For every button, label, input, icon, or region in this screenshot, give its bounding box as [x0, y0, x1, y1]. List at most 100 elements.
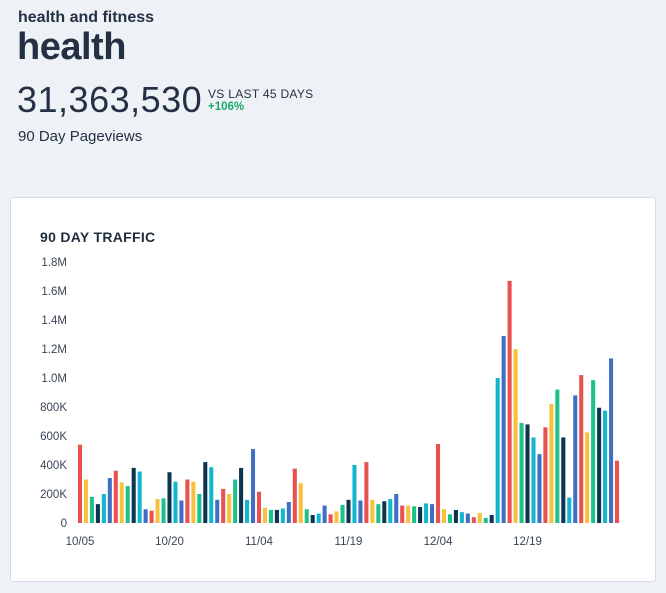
traffic-bar[interactable]: [465, 513, 470, 523]
traffic-bar[interactable]: [334, 511, 339, 523]
traffic-bar[interactable]: [137, 471, 142, 523]
traffic-bar[interactable]: [161, 498, 166, 523]
traffic-bar[interactable]: [304, 509, 309, 523]
y-tick-label: 1.4M: [41, 315, 67, 327]
y-tick-label: 0: [61, 518, 67, 530]
traffic-bar[interactable]: [591, 380, 596, 523]
traffic-bar[interactable]: [388, 499, 393, 523]
traffic-bar[interactable]: [173, 481, 178, 523]
traffic-bar[interactable]: [418, 507, 423, 523]
traffic-bar[interactable]: [83, 479, 88, 524]
traffic-bar[interactable]: [328, 514, 333, 523]
comparison-label: VS LAST 45 DAYS: [208, 87, 314, 101]
traffic-bar[interactable]: [537, 454, 542, 524]
traffic-bar[interactable]: [561, 437, 566, 523]
traffic-bar[interactable]: [507, 280, 512, 523]
traffic-bar[interactable]: [185, 479, 190, 524]
traffic-bar[interactable]: [376, 504, 381, 523]
traffic-bar[interactable]: [179, 500, 184, 523]
traffic-bar[interactable]: [256, 491, 262, 523]
y-tick-label: 1.6M: [41, 286, 67, 298]
traffic-bar[interactable]: [197, 494, 202, 523]
traffic-bar[interactable]: [543, 427, 548, 523]
traffic-bar[interactable]: [453, 509, 458, 523]
traffic-bar[interactable]: [233, 479, 238, 524]
traffic-bar[interactable]: [424, 503, 429, 523]
traffic-bar[interactable]: [251, 449, 256, 523]
traffic-bar[interactable]: [125, 486, 130, 523]
traffic-bar[interactable]: [364, 462, 369, 523]
traffic-bar[interactable]: [203, 462, 208, 523]
traffic-bar[interactable]: [131, 467, 136, 523]
traffic-bar[interactable]: [310, 515, 315, 523]
traffic-bar[interactable]: [400, 505, 405, 523]
traffic-bar[interactable]: [477, 512, 482, 523]
traffic-bar[interactable]: [221, 488, 226, 523]
traffic-bar[interactable]: [447, 514, 452, 523]
traffic-bar[interactable]: [89, 496, 94, 523]
traffic-bar[interactable]: [215, 499, 220, 523]
traffic-bar[interactable]: [435, 443, 441, 523]
traffic-bar[interactable]: [382, 501, 387, 523]
traffic-bar[interactable]: [441, 509, 446, 523]
traffic-bar[interactable]: [113, 470, 118, 523]
traffic-bar[interactable]: [614, 460, 620, 523]
traffic-bar[interactable]: [430, 504, 435, 523]
traffic-bar[interactable]: [101, 494, 106, 523]
traffic-bar[interactable]: [239, 467, 244, 523]
traffic-bar[interactable]: [292, 468, 297, 524]
traffic-bar[interactable]: [394, 494, 399, 523]
traffic-bar[interactable]: [597, 407, 602, 523]
traffic-bar[interactable]: [525, 424, 530, 523]
traffic-bar[interactable]: [209, 467, 214, 523]
traffic-bar[interactable]: [471, 517, 476, 523]
traffic-bar[interactable]: [95, 504, 100, 523]
traffic-bar[interactable]: [191, 481, 196, 523]
traffic-bar[interactable]: [262, 507, 267, 523]
traffic-bar[interactable]: [609, 358, 614, 523]
chart-title: 90 DAY TRAFFIC: [40, 229, 156, 245]
traffic-bar[interactable]: [340, 504, 345, 524]
x-tick-label: 10/20: [155, 536, 184, 548]
traffic-bar[interactable]: [352, 465, 357, 523]
traffic-bar[interactable]: [316, 513, 321, 523]
traffic-bar[interactable]: [298, 483, 303, 524]
traffic-bar[interactable]: [603, 410, 608, 524]
traffic-bar[interactable]: [513, 349, 518, 523]
y-tick-label: 200K: [40, 489, 67, 501]
traffic-bar[interactable]: [549, 404, 554, 523]
traffic-bar[interactable]: [412, 506, 417, 523]
traffic-bar[interactable]: [573, 395, 578, 523]
traffic-bar[interactable]: [555, 389, 560, 523]
traffic-bar[interactable]: [77, 444, 83, 523]
traffic-bar[interactable]: [501, 335, 506, 523]
traffic-bar[interactable]: [370, 499, 375, 523]
traffic-bar[interactable]: [107, 478, 112, 523]
traffic-bar[interactable]: [322, 505, 327, 523]
traffic-bar[interactable]: [274, 509, 279, 523]
traffic-bar[interactable]: [585, 432, 590, 524]
traffic-bar[interactable]: [143, 509, 148, 523]
traffic-bar[interactable]: [119, 482, 124, 523]
traffic-bar[interactable]: [155, 499, 160, 523]
y-tick-label: 400K: [40, 460, 67, 472]
traffic-bar[interactable]: [149, 510, 154, 523]
traffic-bar[interactable]: [495, 378, 500, 523]
traffic-bar[interactable]: [579, 375, 584, 523]
traffic-bar[interactable]: [459, 512, 464, 524]
traffic-bar[interactable]: [567, 497, 572, 524]
traffic-bar[interactable]: [531, 437, 536, 523]
traffic-bar[interactable]: [483, 517, 488, 523]
traffic-bar[interactable]: [227, 494, 232, 523]
traffic-bar[interactable]: [245, 499, 250, 523]
traffic-bar[interactable]: [167, 472, 172, 523]
traffic-bar[interactable]: [358, 500, 363, 523]
traffic-bar[interactable]: [286, 501, 291, 523]
traffic-bar[interactable]: [519, 422, 524, 523]
traffic-bar[interactable]: [346, 499, 351, 523]
traffic-bar[interactable]: [406, 505, 411, 523]
comparison-change: +106%: [208, 101, 245, 113]
traffic-bar[interactable]: [280, 508, 285, 524]
traffic-bar[interactable]: [268, 509, 273, 523]
traffic-bar[interactable]: [489, 515, 494, 523]
